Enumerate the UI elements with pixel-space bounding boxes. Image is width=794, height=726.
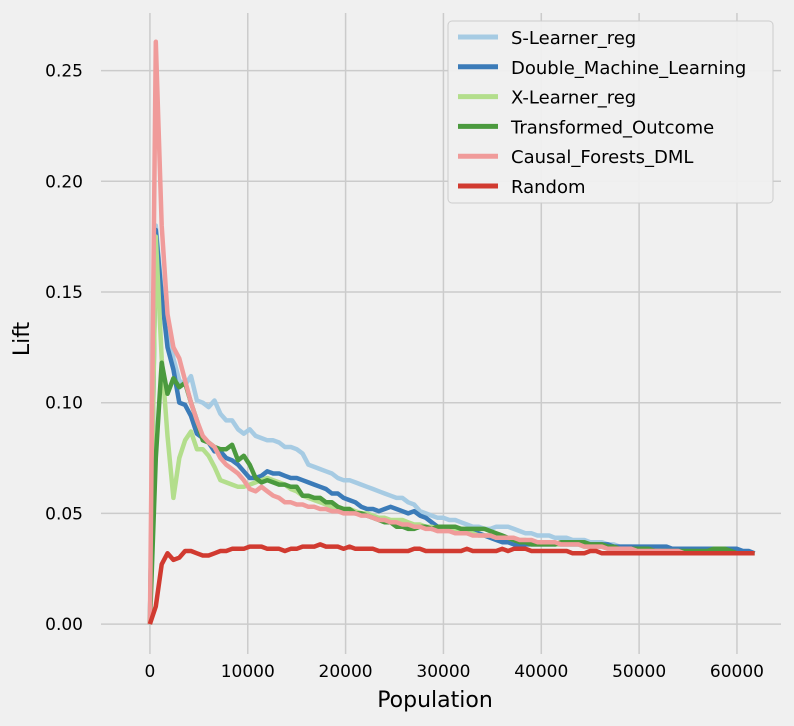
series-line-causal-forests-dml (147, 39, 755, 625)
x-tick-label: 20000 (319, 662, 373, 682)
legend-label: Transformed_Outcome (510, 117, 714, 138)
legend-label: S-Learner_reg (511, 28, 636, 49)
y-tick-label: 0.10 (45, 394, 83, 414)
y-axis-ticks: 0.00 0.05 0.10 0.15 0.20 0.25 (45, 62, 83, 636)
legend-label: Causal_Forests_DML (511, 147, 693, 168)
legend-label: Double_Machine_Learning (511, 58, 746, 79)
x-tick-label: 0 (145, 662, 156, 682)
x-axis-label: Population (377, 688, 493, 713)
legend: S-Learner_reg Double_Machine_Learning X-Le… (447, 20, 774, 204)
series-line-double-machine-learning (147, 227, 756, 625)
series-line-random (147, 542, 755, 625)
y-tick-label: 0.20 (45, 172, 83, 192)
legend-box (447, 20, 774, 204)
y-tick-label: 0.05 (45, 504, 83, 524)
x-tick-label: 30000 (416, 662, 470, 682)
x-tick-label: 10000 (221, 662, 275, 682)
x-tick-label: 60000 (710, 662, 764, 682)
series-lines (147, 39, 756, 625)
y-axis-label: Lift (10, 321, 35, 356)
y-tick-label: 0.15 (45, 283, 83, 303)
x-tick-label: 40000 (514, 662, 568, 682)
legend-label: X-Learner_reg (511, 88, 636, 109)
legend-label: Random (511, 177, 586, 198)
y-tick-label: 0.00 (45, 615, 83, 635)
series-line-s-learner-reg (147, 223, 755, 625)
y-tick-label: 0.25 (45, 62, 83, 82)
x-axis-ticks: 0 10000 20000 30000 40000 50000 60000 (145, 662, 765, 682)
x-tick-label: 50000 (612, 662, 666, 682)
